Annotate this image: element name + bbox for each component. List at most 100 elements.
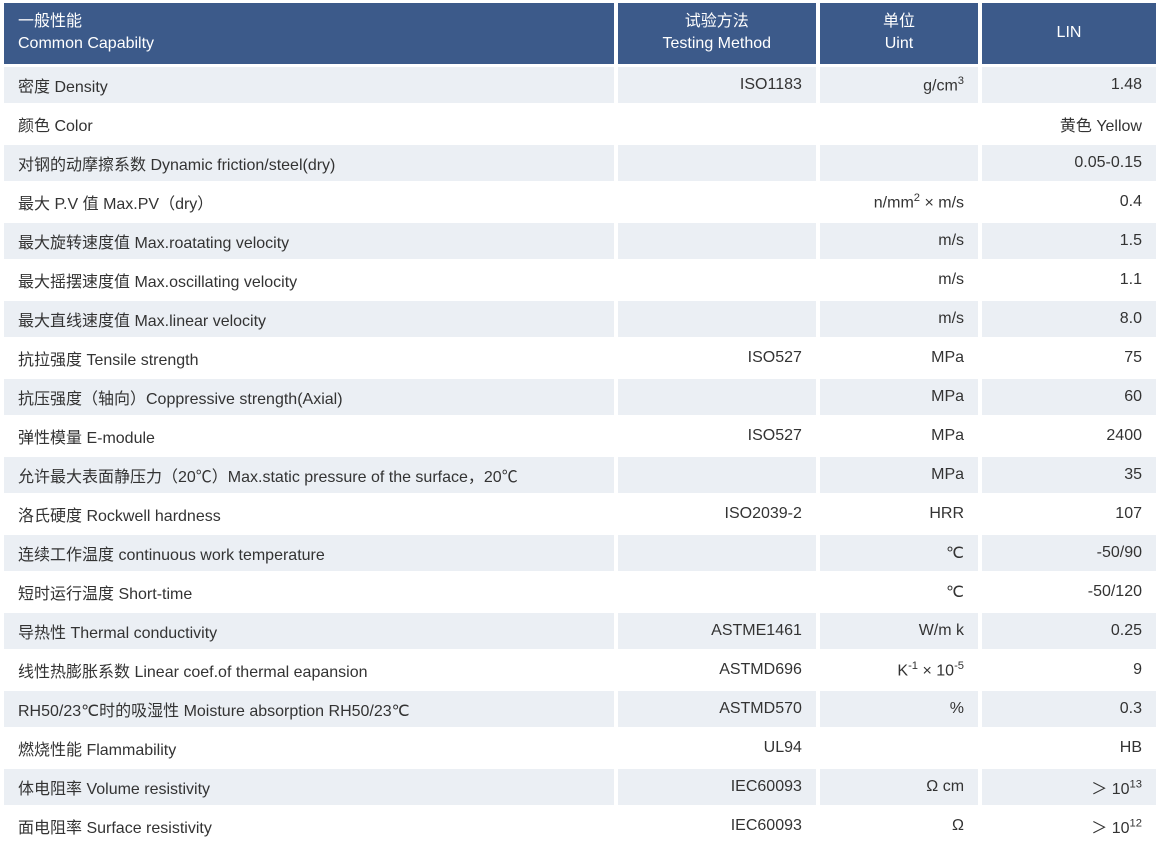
- header-capability-cn: 一般性能: [18, 11, 600, 33]
- cell-unit: HRR: [820, 496, 978, 532]
- cell-lin: 1.48: [982, 67, 1156, 103]
- cell-method: ISO527: [618, 418, 816, 454]
- header-unit: 单位 Uint: [820, 3, 978, 64]
- cell-unit: Ω: [820, 808, 978, 844]
- cell-unit: g/cm3: [820, 67, 978, 103]
- header-unit-cn: 单位: [834, 11, 964, 33]
- cell-unit: m/s: [820, 262, 978, 298]
- cell-capability: 短时运行温度 Short-time: [4, 574, 614, 610]
- header-lin: LIN: [982, 3, 1156, 64]
- cell-capability: 弹性模量 E-module: [4, 418, 614, 454]
- cell-capability: 洛氏硬度 Rockwell hardness: [4, 496, 614, 532]
- table-row: 最大直线速度值 Max.linear velocitym/s8.0: [4, 301, 1156, 337]
- cell-capability: 颜色 Color: [4, 106, 614, 142]
- cell-unit: MPa: [820, 379, 978, 415]
- cell-method: [618, 457, 816, 493]
- table-row: 面电阻率 Surface resistivityIEC60093Ω＞ 1012: [4, 808, 1156, 844]
- table-row: 洛氏硬度 Rockwell hardnessISO2039-2HRR107: [4, 496, 1156, 532]
- cell-unit: %: [820, 691, 978, 727]
- cell-unit: Ω cm: [820, 769, 978, 805]
- cell-unit: MPa: [820, 457, 978, 493]
- cell-unit: [820, 145, 978, 181]
- cell-lin: 0.05-0.15: [982, 145, 1156, 181]
- table-row: 最大摇摆速度值 Max.oscillating velocity m/s1.1: [4, 262, 1156, 298]
- header-lin-label: LIN: [1057, 24, 1082, 41]
- cell-lin: 35: [982, 457, 1156, 493]
- cell-unit: ℃: [820, 535, 978, 571]
- table-header: 一般性能 Common Capabilty 试验方法 Testing Metho…: [4, 3, 1156, 64]
- cell-method: [618, 223, 816, 259]
- header-method-en: Testing Method: [632, 33, 802, 55]
- table-row: 燃烧性能 FlammabilityUL94 HB: [4, 730, 1156, 766]
- cell-lin: 60: [982, 379, 1156, 415]
- cell-method: UL94: [618, 730, 816, 766]
- cell-capability: 抗压强度（轴向）Coppressive strength(Axial): [4, 379, 614, 415]
- table-row: 对钢的动摩擦系数 Dynamic friction/steel(dry) 0.05…: [4, 145, 1156, 181]
- cell-unit: K-1 × 10-5: [820, 652, 978, 688]
- cell-lin: 0.25: [982, 613, 1156, 649]
- header-capability-en: Common Capabilty: [18, 33, 600, 55]
- cell-unit: ℃: [820, 574, 978, 610]
- table-row: 密度 DensityISO1183g/cm31.48: [4, 67, 1156, 103]
- table-row: 颜色 Color 黄色 Yellow: [4, 106, 1156, 142]
- cell-lin: -50/120: [982, 574, 1156, 610]
- cell-unit: MPa: [820, 418, 978, 454]
- cell-lin: 0.3: [982, 691, 1156, 727]
- cell-lin: 9: [982, 652, 1156, 688]
- cell-method: [618, 262, 816, 298]
- table-row: 短时运行温度 Short-time ℃-50/120: [4, 574, 1156, 610]
- cell-method: ISO527: [618, 340, 816, 376]
- cell-lin: 1.5: [982, 223, 1156, 259]
- cell-method: [618, 145, 816, 181]
- cell-method: [618, 574, 816, 610]
- cell-capability: 线性热膨胀系数 Linear coef.of thermal eapansion: [4, 652, 614, 688]
- table-row: 弹性模量 E-moduleISO527MPa2400: [4, 418, 1156, 454]
- cell-lin: 2400: [982, 418, 1156, 454]
- cell-unit: n/mm2 × m/s: [820, 184, 978, 220]
- cell-lin: 8.0: [982, 301, 1156, 337]
- table-row: 导热性 Thermal conductivityASTME1461W/m k0.…: [4, 613, 1156, 649]
- cell-lin: 75: [982, 340, 1156, 376]
- header-method: 试验方法 Testing Method: [618, 3, 816, 64]
- cell-capability: RH50/23℃时的吸湿性 Moisture absorption RH50/2…: [4, 691, 614, 727]
- cell-method: [618, 106, 816, 142]
- cell-method: ASTMD570: [618, 691, 816, 727]
- cell-method: IEC60093: [618, 769, 816, 805]
- cell-lin: ＞ 1012: [982, 808, 1156, 844]
- cell-capability: 最大 P.V 值 Max.PV（dry）: [4, 184, 614, 220]
- table-row: 最大 P.V 值 Max.PV（dry） n/mm2 × m/s0.4: [4, 184, 1156, 220]
- table-body: 密度 DensityISO1183g/cm31.48颜色 Color 黄色 Yel…: [4, 67, 1156, 844]
- table-row: 抗压强度（轴向）Coppressive strength(Axial) MPa60: [4, 379, 1156, 415]
- header-capability: 一般性能 Common Capabilty: [4, 3, 614, 64]
- cell-lin: 107: [982, 496, 1156, 532]
- cell-unit: MPa: [820, 340, 978, 376]
- table-row: 连续工作温度 continuous work temperature ℃-50/9…: [4, 535, 1156, 571]
- cell-lin: ＞ 1013: [982, 769, 1156, 805]
- header-method-cn: 试验方法: [632, 11, 802, 33]
- cell-capability: 最大摇摆速度值 Max.oscillating velocity: [4, 262, 614, 298]
- cell-lin: 1.1: [982, 262, 1156, 298]
- header-unit-en: Uint: [834, 33, 964, 55]
- table-row: 最大旋转速度值 Max.roatating velocitym/s1.5: [4, 223, 1156, 259]
- cell-unit: m/s: [820, 223, 978, 259]
- cell-capability: 连续工作温度 continuous work temperature: [4, 535, 614, 571]
- cell-lin: 黄色 Yellow: [982, 106, 1156, 142]
- cell-method: [618, 379, 816, 415]
- cell-lin: 0.4: [982, 184, 1156, 220]
- cell-capability: 燃烧性能 Flammability: [4, 730, 614, 766]
- cell-method: ISO1183: [618, 67, 816, 103]
- table-row: 允许最大表面静压力（20℃）Max.static pressure of the…: [4, 457, 1156, 493]
- cell-lin: -50/90: [982, 535, 1156, 571]
- cell-capability: 对钢的动摩擦系数 Dynamic friction/steel(dry): [4, 145, 614, 181]
- cell-capability: 面电阻率 Surface resistivity: [4, 808, 614, 844]
- cell-method: [618, 184, 816, 220]
- cell-method: IEC60093: [618, 808, 816, 844]
- table-row: RH50/23℃时的吸湿性 Moisture absorption RH50/2…: [4, 691, 1156, 727]
- cell-method: [618, 535, 816, 571]
- table-row: 线性热膨胀系数 Linear coef.of thermal eapansion…: [4, 652, 1156, 688]
- cell-method: ASTMD696: [618, 652, 816, 688]
- cell-method: ISO2039-2: [618, 496, 816, 532]
- cell-lin: HB: [982, 730, 1156, 766]
- cell-unit: W/m k: [820, 613, 978, 649]
- table-row: 体电阻率 Volume resistivityIEC60093Ω cm＞ 101…: [4, 769, 1156, 805]
